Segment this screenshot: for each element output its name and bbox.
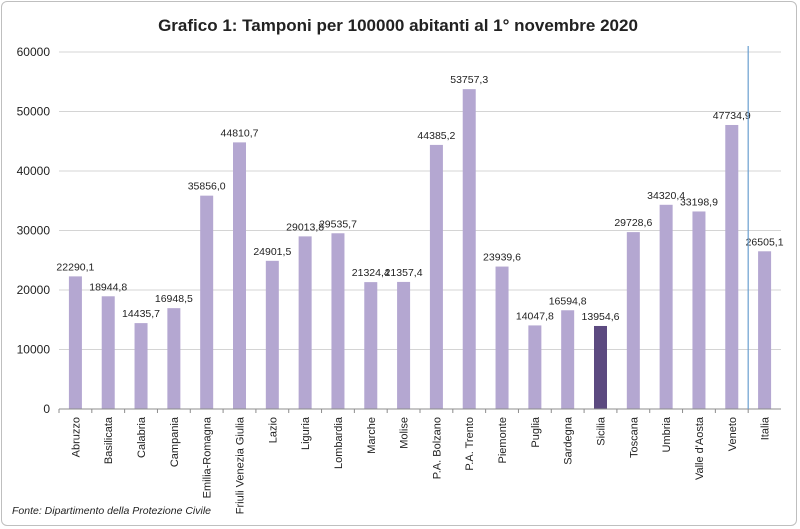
x-tick-label: Calabria (136, 416, 148, 458)
bar (364, 282, 378, 409)
data-label: 26505,1 (746, 236, 784, 248)
bar (725, 124, 739, 409)
x-tick-label: Basilicata (103, 416, 115, 464)
bars (68, 89, 772, 409)
source-note: Fonte: Dipartimento della Protezione Civ… (12, 505, 211, 517)
y-tick-label: 20000 (17, 283, 51, 297)
bar (265, 260, 279, 409)
y-tick-label: 0 (43, 402, 50, 416)
data-label: 21357,4 (385, 267, 423, 279)
data-label: 44385,2 (417, 130, 455, 142)
bar (200, 195, 214, 409)
bar (594, 325, 607, 409)
bar (331, 233, 345, 409)
x-tick-label: Liguria (300, 416, 312, 450)
bar (659, 204, 673, 409)
x-tick-label: Puglia (530, 416, 542, 447)
bar (462, 89, 476, 409)
chart-title: Grafico 1: Tamponi per 100000 abitanti a… (158, 16, 638, 35)
data-label: 23939,6 (483, 252, 521, 264)
bar (101, 296, 115, 409)
bar (528, 325, 542, 409)
bar (298, 236, 312, 409)
data-labels: 22290,1 18944,8 14435,7 16948,5 35856,0 44810… (56, 74, 783, 323)
data-label: 13954,6 (582, 311, 620, 323)
data-label: 35856,0 (188, 181, 226, 193)
x-tick-label: Toscana (628, 416, 640, 458)
data-label: 24901,5 (253, 246, 291, 258)
bar (397, 281, 411, 409)
x-tick-label: Emilia-Romagna (202, 416, 214, 498)
data-label: 16948,5 (155, 293, 193, 305)
x-tick-label: Veneto (727, 417, 739, 451)
x-tick-label: Marche (366, 417, 378, 454)
x-tick-label: Sardegna (563, 416, 575, 465)
x-tick-label: Lombardia (333, 416, 345, 469)
data-label: 53757,3 (450, 74, 488, 86)
x-tick-label: Umbria (661, 416, 673, 452)
data-label: 14047,8 (516, 310, 554, 322)
x-tick-label: Campania (169, 416, 181, 467)
y-tick-label: 60000 (17, 45, 51, 59)
data-label: 16594,8 (549, 295, 587, 307)
bar (495, 266, 509, 409)
x-tick-label: Lazio (267, 417, 279, 443)
data-label: 14435,7 (122, 308, 160, 320)
x-tick-label: Valle d'Aosta (694, 416, 706, 480)
data-label: 29535,7 (319, 218, 357, 230)
x-tick-label: Abruzzo (70, 417, 82, 457)
bar (429, 144, 443, 409)
x-tick-label: Piemonte (497, 417, 509, 463)
bar (692, 211, 706, 409)
data-label: 33198,9 (680, 196, 718, 208)
y-axis-ticks: 0 10000 20000 30000 40000 50000 60000 (17, 45, 51, 416)
bar (758, 251, 772, 409)
data-label: 34320,4 (647, 190, 685, 202)
data-label: 29013,8 (286, 221, 324, 233)
y-tick-label: 40000 (17, 164, 51, 178)
x-tick-label: P.A. Bolzano (431, 417, 443, 479)
x-tick-label: Friuli Venezia Giulia (235, 416, 247, 514)
x-tick-label: Molise (399, 417, 411, 449)
bar (134, 323, 148, 409)
bar (167, 308, 181, 409)
data-label: 18944,8 (89, 281, 127, 293)
data-label: 22290,1 (56, 261, 94, 273)
data-label: 44810,7 (221, 127, 259, 139)
y-tick-label: 10000 (17, 343, 51, 357)
x-tick-label: Sicilia (596, 416, 608, 446)
x-axis-ticks: Abruzzo Basilicata Calabria Campania Emilia-… (58, 409, 772, 514)
data-label: 21324,4 (352, 267, 390, 279)
data-label: 29728,6 (614, 217, 652, 229)
x-tick-label: P.A. Trento (464, 417, 476, 471)
data-label: 47734,9 (713, 110, 751, 122)
y-tick-label: 30000 (17, 224, 51, 238)
bar (626, 232, 640, 409)
bar (68, 276, 82, 409)
bar (233, 142, 246, 409)
bar (561, 310, 575, 409)
x-tick-label: Italia (760, 416, 772, 440)
y-tick-label: 50000 (17, 105, 51, 119)
